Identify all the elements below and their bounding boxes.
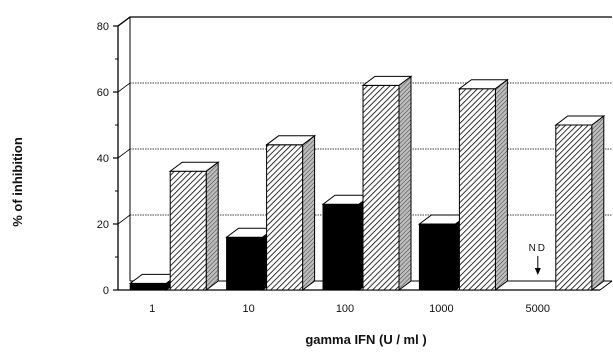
bar-top-face [265,135,317,146]
bar-side-face [591,115,605,291]
bar-front-face [555,124,593,291]
x-axis-ticks: 1 10 100 1000 5000 [149,303,550,315]
annotation-arrow-head [534,268,541,275]
annotations: ND [529,243,547,275]
bar-solid [417,214,469,291]
bar-top-face [457,79,509,90]
annotation-label: ND [529,243,547,254]
gridline-diagonal [117,148,131,159]
bars [128,75,606,291]
bar-hatched [361,75,413,291]
y-axis-title: % of inhibition [10,137,25,227]
bar-top-face [168,161,220,172]
bar-front-face [226,236,264,291]
x-tick-label: 1000 [429,303,453,315]
x-tick-label: 10 [242,303,254,315]
bar-hatched [265,134,317,291]
bar-front-face [362,84,400,291]
x-tick-label: 1 [149,303,155,315]
y-tick-label: 40 [97,153,109,165]
x-tick-label: 5000 [526,303,550,315]
gridline-diagonal [117,82,131,93]
bar-front-face [129,282,167,291]
bar-side-face [494,78,508,291]
y-tick-label: 0 [103,285,109,297]
bar-top-face [361,75,413,86]
bar-front-face [266,144,304,291]
bar-front-face [418,223,456,291]
floor-right-edge [599,280,613,291]
gridline-diagonal [117,16,131,27]
gridline-diagonal [117,214,131,225]
bar-top-face [554,115,606,126]
y-tick-label: 60 [97,87,109,99]
bar-front-face [322,203,360,291]
bar-hatched [457,78,509,291]
bar-front-face [458,88,496,291]
bar-hatched [168,161,220,291]
y-tick-label: 80 [97,21,109,33]
y-axis-ticks: 0 20 40 60 80 [97,21,118,297]
y-tick-label: 20 [97,219,109,231]
bar-front-face [169,170,207,291]
x-tick-label: 100 [336,303,354,315]
bar-solid [321,194,373,291]
bar-side-face [398,75,412,291]
bar-side-face [205,161,219,291]
bar-hatched [554,115,606,291]
x-axis-title: gamma IFN (U / ml ) [305,332,426,347]
bar-side-face [302,134,316,291]
